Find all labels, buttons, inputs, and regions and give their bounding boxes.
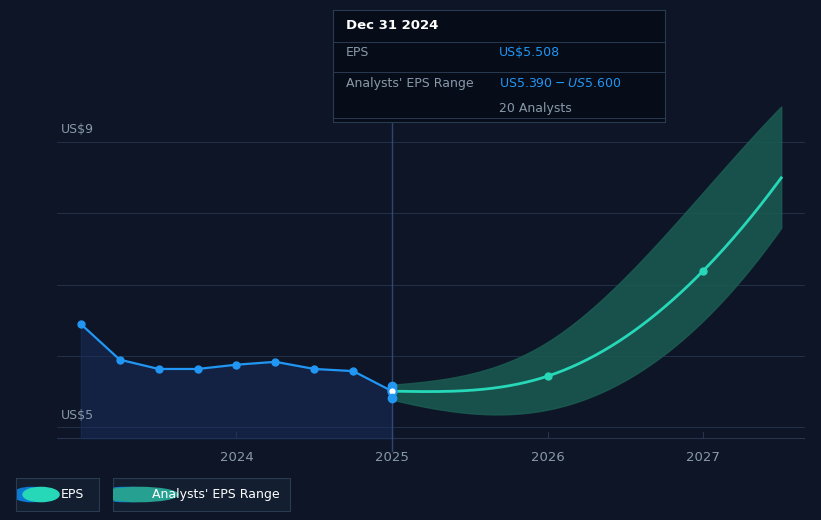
Text: US$5.390 - US$5.600: US$5.390 - US$5.600 — [499, 77, 621, 90]
Text: EPS: EPS — [346, 46, 369, 59]
Circle shape — [23, 487, 59, 502]
Text: US$5.508: US$5.508 — [499, 46, 560, 59]
Text: Analysts' EPS Range: Analysts' EPS Range — [152, 488, 280, 501]
Text: US$5: US$5 — [61, 409, 94, 422]
Text: Actual: Actual — [342, 103, 381, 116]
Text: 2025: 2025 — [375, 451, 409, 464]
Text: Dec 31 2024: Dec 31 2024 — [346, 19, 438, 32]
Text: Analysts' EPS Range: Analysts' EPS Range — [346, 77, 474, 90]
Text: 20 Analysts: 20 Analysts — [499, 102, 571, 115]
Text: US$9: US$9 — [61, 123, 94, 136]
Text: 2024: 2024 — [219, 451, 254, 464]
Circle shape — [100, 487, 177, 502]
Circle shape — [13, 487, 49, 502]
Text: EPS: EPS — [61, 488, 84, 501]
Text: Analysts Forecasts: Analysts Forecasts — [403, 103, 520, 116]
Circle shape — [89, 487, 167, 502]
Text: 2027: 2027 — [686, 451, 720, 464]
Text: 2026: 2026 — [531, 451, 565, 464]
